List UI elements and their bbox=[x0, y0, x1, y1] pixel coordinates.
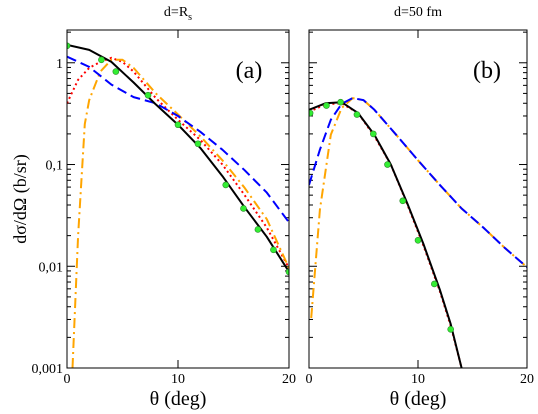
series-line bbox=[67, 56, 289, 269]
data-point bbox=[222, 181, 230, 189]
data-point bbox=[384, 161, 391, 168]
series-line bbox=[310, 97, 527, 319]
data-point bbox=[370, 130, 377, 138]
panel-title: d=50 fm bbox=[394, 5, 442, 20]
data-point bbox=[431, 280, 438, 288]
x-tick-label: 10 bbox=[411, 372, 425, 387]
plot-area bbox=[309, 97, 527, 368]
y-axis-label: dσ/dΩ (b/sr) bbox=[10, 154, 31, 244]
series-line bbox=[67, 55, 289, 223]
data-point bbox=[399, 197, 407, 205]
x-axis-label: θ (deg) bbox=[150, 388, 207, 410]
data-point bbox=[309, 109, 314, 117]
y-tick-label: 0,01 bbox=[39, 260, 64, 275]
title-subscript: s bbox=[188, 12, 192, 23]
data-point bbox=[323, 102, 330, 109]
panel-label: (b) bbox=[473, 58, 501, 84]
data-point bbox=[67, 42, 71, 50]
panel-frame bbox=[308, 29, 528, 369]
x-tick-label: 0 bbox=[306, 372, 313, 387]
y-tick-label: 0,001 bbox=[32, 362, 64, 377]
series-line bbox=[309, 97, 527, 268]
data-point bbox=[447, 326, 455, 333]
data-point bbox=[112, 68, 120, 75]
x-axis-label: θ (deg) bbox=[390, 388, 447, 410]
data-point bbox=[194, 140, 202, 148]
data-point bbox=[174, 121, 182, 129]
series-line bbox=[309, 101, 463, 368]
title-text: d=50 fm bbox=[394, 5, 442, 20]
data-point bbox=[285, 268, 289, 276]
panel-frame bbox=[66, 29, 290, 369]
plot-area bbox=[67, 42, 289, 368]
data-point bbox=[144, 91, 152, 99]
data-point bbox=[254, 226, 262, 233]
data-point bbox=[337, 98, 344, 106]
panel-title: d=Rs bbox=[164, 5, 192, 23]
x-tick-label: 20 bbox=[282, 372, 296, 387]
x-tick-label: 20 bbox=[520, 372, 534, 387]
data-point bbox=[98, 56, 105, 64]
y-tick-label: 1 bbox=[56, 57, 63, 72]
data-point bbox=[240, 205, 247, 212]
data-point bbox=[353, 111, 361, 118]
data-point bbox=[270, 246, 277, 254]
y-tick-label: 0,1 bbox=[46, 159, 64, 174]
series-line bbox=[309, 102, 463, 368]
data-point bbox=[414, 236, 422, 244]
panel-label: (a) bbox=[236, 58, 263, 84]
x-tick-label: 10 bbox=[171, 372, 185, 387]
title-text: d=R bbox=[164, 5, 189, 20]
series-line bbox=[71, 58, 289, 368]
x-tick-label: 0 bbox=[64, 372, 71, 387]
